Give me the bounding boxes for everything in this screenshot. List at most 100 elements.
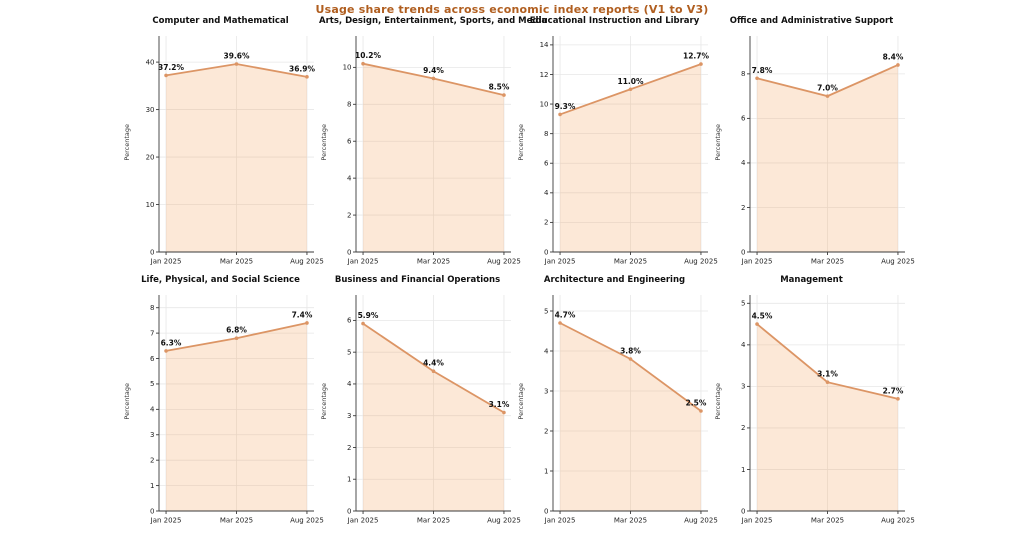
svg-text:2: 2 bbox=[347, 211, 351, 219]
area-chart: 0 1 2 3 4 5 Jan 2025 Mar 2025 Aug 2025 4.7% 3.8% 2.… bbox=[544, 295, 718, 525]
svg-text:Mar 2025: Mar 2025 bbox=[417, 258, 450, 266]
svg-text:2: 2 bbox=[741, 204, 745, 212]
svg-text:2: 2 bbox=[741, 424, 745, 432]
svg-text:12.7%: 12.7% bbox=[683, 52, 710, 61]
svg-text:Aug 2025: Aug 2025 bbox=[487, 258, 521, 266]
svg-text:Aug 2025: Aug 2025 bbox=[684, 517, 718, 525]
svg-text:8: 8 bbox=[544, 130, 548, 138]
svg-text:7: 7 bbox=[150, 329, 154, 337]
subplot-title: Business and Financial Operations bbox=[334, 275, 501, 285]
svg-text:2.5%: 2.5% bbox=[686, 399, 707, 408]
svg-text:10: 10 bbox=[343, 64, 352, 72]
svg-text:3: 3 bbox=[741, 383, 745, 391]
svg-text:1: 1 bbox=[544, 467, 548, 475]
svg-text:0: 0 bbox=[150, 248, 154, 256]
svg-text:Jan 2025: Jan 2025 bbox=[347, 258, 379, 266]
subplot-title: Arts, Design, Entertainment, Sports, and… bbox=[319, 16, 548, 26]
subplot-life-physical-and-social-science: Life, Physical, and Social Science Perce… bbox=[122, 274, 324, 533]
svg-text:Aug 2025: Aug 2025 bbox=[881, 258, 915, 266]
svg-text:4: 4 bbox=[150, 406, 155, 414]
svg-text:Aug 2025: Aug 2025 bbox=[290, 258, 324, 266]
svg-text:6.3%: 6.3% bbox=[161, 338, 182, 347]
svg-text:0: 0 bbox=[544, 507, 548, 515]
svg-text:2.7%: 2.7% bbox=[883, 386, 904, 395]
svg-text:5: 5 bbox=[150, 380, 154, 388]
plot-area: Percentage 0 10 20 30 40 Jan 2025 Mar 2025 Aug … bbox=[122, 28, 324, 273]
svg-text:7.0%: 7.0% bbox=[817, 84, 838, 93]
svg-text:Mar 2025: Mar 2025 bbox=[220, 517, 253, 525]
subplot-title: Management bbox=[780, 275, 843, 285]
svg-text:4.4%: 4.4% bbox=[423, 359, 444, 368]
svg-text:2: 2 bbox=[544, 219, 548, 227]
subplot-business-and-financial-operations: Business and Financial Operations Percen… bbox=[319, 274, 521, 533]
svg-text:Mar 2025: Mar 2025 bbox=[811, 517, 844, 525]
svg-text:3: 3 bbox=[347, 412, 351, 420]
y-axis-label: Percentage bbox=[320, 383, 328, 420]
svg-text:Jan 2025: Jan 2025 bbox=[741, 258, 773, 266]
svg-text:Mar 2025: Mar 2025 bbox=[220, 258, 253, 266]
svg-text:10: 10 bbox=[146, 201, 155, 209]
svg-text:Jan 2025: Jan 2025 bbox=[347, 517, 379, 525]
svg-text:Aug 2025: Aug 2025 bbox=[684, 258, 718, 266]
svg-text:Mar 2025: Mar 2025 bbox=[417, 517, 450, 525]
y-axis-label: Percentage bbox=[714, 124, 722, 161]
plot-area: Percentage 0 1 2 3 4 5 Jan 2025 Mar 2025 Aug 202… bbox=[713, 287, 915, 532]
subplot-title: Educational Instruction and Library bbox=[529, 16, 700, 26]
svg-text:9.3%: 9.3% bbox=[555, 102, 576, 111]
area-chart: 0 2 4 6 8 Jan 2025 Mar 2025 Aug 2025 7.8% 7.0% 8.4… bbox=[741, 36, 915, 266]
subplot-title: Architecture and Engineering bbox=[543, 275, 686, 285]
subplot-grid: Computer and Mathematical Percentage 0 10… bbox=[122, 15, 915, 533]
svg-text:6: 6 bbox=[347, 317, 352, 325]
area-chart: 0 1 2 3 4 5 6 Jan 2025 Mar 2025 Aug 2025 5.9% 4.4% 3… bbox=[347, 295, 521, 525]
svg-text:39.6%: 39.6% bbox=[223, 52, 250, 61]
svg-text:12: 12 bbox=[540, 71, 549, 79]
svg-text:Aug 2025: Aug 2025 bbox=[290, 517, 324, 525]
area-chart: 0 2 4 6 8 10 12 14 Jan 2025 Mar 2025 Aug 2025 9.3% 1… bbox=[540, 36, 718, 266]
svg-text:6: 6 bbox=[741, 115, 746, 123]
svg-text:3: 3 bbox=[544, 387, 548, 395]
svg-text:8.5%: 8.5% bbox=[489, 83, 510, 92]
y-axis-label: Percentage bbox=[517, 124, 525, 161]
svg-text:2: 2 bbox=[347, 444, 351, 452]
y-axis-label: Percentage bbox=[123, 124, 131, 161]
area-chart: 0 1 2 3 4 5 Jan 2025 Mar 2025 Aug 2025 4.5% 3.1% 2.… bbox=[741, 295, 915, 525]
svg-text:5.9%: 5.9% bbox=[358, 311, 379, 320]
svg-text:0: 0 bbox=[347, 507, 351, 515]
y-axis-label: Percentage bbox=[123, 383, 131, 420]
page-title: Usage share trends across economic index… bbox=[315, 3, 709, 16]
svg-text:8.4%: 8.4% bbox=[883, 52, 904, 61]
subplot-title: Computer and Mathematical bbox=[152, 16, 289, 26]
subplot-title: Office and Administrative Support bbox=[729, 16, 894, 26]
svg-text:36.9%: 36.9% bbox=[289, 64, 316, 73]
plot-area: Percentage 0 1 2 3 4 5 Jan 2025 Mar 2025 Aug 202… bbox=[516, 287, 718, 532]
svg-text:0: 0 bbox=[544, 248, 548, 256]
svg-text:0: 0 bbox=[741, 507, 745, 515]
y-axis-label: Percentage bbox=[320, 124, 328, 161]
plot-area: Percentage 0 2 4 6 8 Jan 2025 Mar 2025 Aug 2025… bbox=[713, 28, 915, 273]
svg-text:Jan 2025: Jan 2025 bbox=[150, 258, 182, 266]
svg-text:11.0%: 11.0% bbox=[617, 77, 644, 86]
svg-text:Aug 2025: Aug 2025 bbox=[881, 517, 915, 525]
svg-text:14: 14 bbox=[540, 41, 549, 49]
svg-text:Jan 2025: Jan 2025 bbox=[150, 517, 182, 525]
svg-text:4: 4 bbox=[544, 189, 549, 197]
svg-text:0: 0 bbox=[150, 507, 154, 515]
svg-text:2: 2 bbox=[150, 456, 154, 464]
svg-text:2: 2 bbox=[544, 427, 548, 435]
subplot-management: Management Percentage 0 1 2 3 4 5 Jan 2025 Mar … bbox=[713, 274, 915, 533]
svg-text:3.1%: 3.1% bbox=[817, 370, 838, 379]
svg-text:3: 3 bbox=[150, 431, 154, 439]
svg-text:4: 4 bbox=[741, 341, 746, 349]
svg-text:9.4%: 9.4% bbox=[423, 66, 444, 75]
svg-text:8: 8 bbox=[150, 304, 154, 312]
svg-text:30: 30 bbox=[146, 106, 155, 114]
plot-area: Percentage 0 2 4 6 8 10 12 14 Jan 2025 Mar 2025 Au… bbox=[516, 28, 718, 273]
svg-text:1: 1 bbox=[150, 482, 154, 490]
y-axis-label: Percentage bbox=[714, 383, 722, 420]
plot-area: Percentage 0 2 4 6 8 10 Jan 2025 Mar 2025 Aug 20… bbox=[319, 28, 521, 273]
svg-text:Jan 2025: Jan 2025 bbox=[741, 517, 773, 525]
subplot-arts-design-entertainment-sports-media: Arts, Design, Entertainment, Sports, and… bbox=[319, 15, 548, 274]
subplot-architecture-and-engineering: Architecture and Engineering Percentage … bbox=[516, 274, 718, 533]
svg-text:0: 0 bbox=[741, 248, 745, 256]
subplot-office-and-administrative-support: Office and Administrative Support Percen… bbox=[713, 15, 915, 274]
